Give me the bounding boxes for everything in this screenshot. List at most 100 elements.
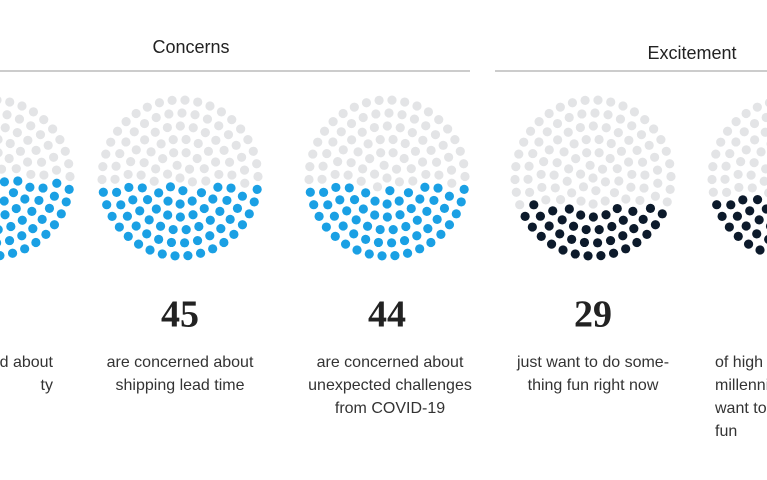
dot bbox=[144, 215, 154, 225]
dot bbox=[142, 102, 152, 112]
dot bbox=[761, 164, 767, 174]
dot-circle bbox=[97, 95, 263, 261]
dot bbox=[600, 196, 610, 206]
dot bbox=[362, 221, 373, 231]
dot bbox=[564, 164, 574, 174]
dot bbox=[627, 121, 637, 131]
dot bbox=[594, 225, 604, 235]
dot bbox=[754, 215, 764, 225]
dot bbox=[665, 184, 675, 194]
dot bbox=[351, 215, 361, 225]
description: ty bbox=[41, 377, 53, 394]
dot bbox=[524, 161, 534, 171]
dot bbox=[534, 117, 544, 127]
dot bbox=[552, 118, 563, 129]
dot bbox=[304, 174, 314, 185]
dot bbox=[163, 196, 173, 206]
dot bbox=[223, 130, 234, 140]
dot bbox=[162, 122, 172, 133]
dot bbox=[180, 95, 190, 105]
dot bbox=[37, 214, 47, 224]
dot bbox=[0, 123, 10, 133]
dot bbox=[253, 171, 263, 182]
dot bbox=[724, 222, 734, 232]
dot bbox=[514, 149, 524, 159]
dot bbox=[431, 157, 442, 167]
dot bbox=[150, 127, 160, 137]
dot bbox=[656, 134, 666, 145]
dot bbox=[193, 138, 203, 149]
dot bbox=[158, 154, 168, 164]
dot bbox=[761, 204, 767, 214]
dot bbox=[666, 171, 676, 182]
dot bbox=[61, 197, 71, 207]
dot bbox=[167, 95, 177, 106]
dot bbox=[725, 148, 735, 159]
dot bbox=[358, 204, 368, 214]
dot bbox=[363, 139, 373, 149]
dot-circle bbox=[510, 95, 676, 261]
dot bbox=[546, 239, 557, 249]
dot bbox=[0, 177, 10, 187]
dot bbox=[214, 169, 224, 180]
dot bbox=[49, 191, 59, 201]
dot bbox=[645, 203, 656, 213]
dot bbox=[579, 237, 590, 248]
dot bbox=[346, 118, 357, 129]
value-label: 29 bbox=[574, 294, 612, 336]
dot bbox=[444, 220, 455, 230]
dot bbox=[618, 215, 628, 225]
dot bbox=[390, 250, 400, 261]
dot bbox=[583, 251, 593, 261]
dot bbox=[149, 176, 159, 186]
dot bbox=[553, 135, 563, 145]
dot bbox=[605, 153, 615, 164]
dot bbox=[313, 137, 323, 147]
dot bbox=[4, 235, 15, 246]
dot bbox=[236, 124, 246, 134]
dot bbox=[657, 209, 667, 219]
dot bbox=[722, 187, 732, 197]
dot bbox=[708, 187, 718, 197]
dot bbox=[192, 235, 203, 246]
dot bbox=[722, 126, 733, 136]
dot bbox=[193, 97, 203, 107]
description: just want to do some- bbox=[516, 354, 669, 371]
dot bbox=[151, 112, 161, 123]
dot bbox=[330, 231, 340, 241]
dot bbox=[721, 161, 731, 171]
dot bbox=[420, 182, 430, 192]
dot bbox=[434, 170, 444, 180]
dot bbox=[192, 153, 202, 164]
dot bbox=[403, 188, 414, 198]
dot bbox=[112, 126, 123, 136]
dot bbox=[151, 164, 161, 174]
dot bbox=[162, 169, 173, 179]
dot bbox=[423, 107, 434, 117]
dot bbox=[200, 127, 210, 138]
dot bbox=[632, 237, 642, 248]
dot bbox=[8, 188, 19, 198]
description: are concerned about bbox=[107, 354, 254, 371]
dot bbox=[459, 184, 469, 194]
dot bbox=[639, 183, 649, 193]
dot bbox=[741, 145, 751, 155]
dot bbox=[764, 98, 767, 107]
dot bbox=[708, 162, 718, 172]
dot bbox=[558, 245, 568, 255]
dot bbox=[541, 195, 551, 205]
dot bbox=[537, 182, 547, 193]
dot bbox=[406, 164, 416, 174]
dot bbox=[188, 210, 198, 220]
dot bbox=[741, 108, 751, 119]
dot bbox=[335, 195, 345, 205]
dot bbox=[219, 237, 229, 248]
dot bbox=[194, 221, 204, 232]
dot bbox=[17, 231, 27, 241]
dot bbox=[446, 165, 457, 175]
dot bbox=[102, 200, 112, 210]
dot bbox=[49, 152, 59, 162]
dot bbox=[39, 115, 49, 125]
dot bbox=[184, 164, 195, 174]
dot bbox=[455, 146, 465, 156]
